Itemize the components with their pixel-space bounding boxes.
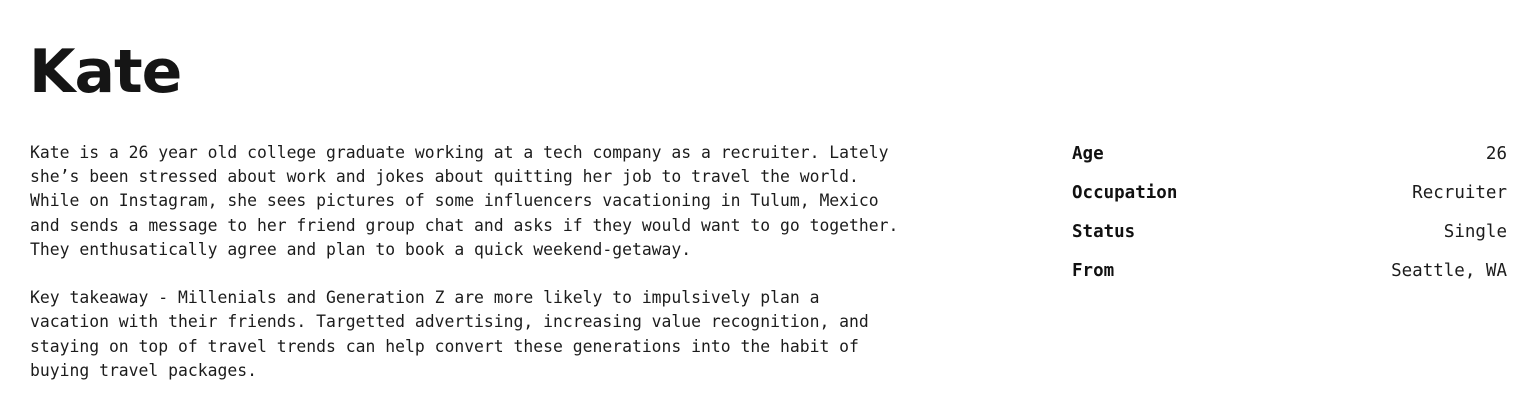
fact-row-occupation: Occupation Recruiter	[1072, 180, 1507, 219]
persona-name: Kate	[29, 37, 182, 107]
from-label: From	[1072, 261, 1115, 281]
persona-description: Kate is a 26 year old college graduate w…	[30, 141, 970, 407]
fact-row-status: Status Single	[1072, 219, 1507, 258]
occupation-value: Recruiter	[1412, 183, 1507, 203]
persona-facts: Age 26 Occupation Recruiter Status Singl…	[1072, 141, 1507, 297]
from-value: Seattle, WA	[1391, 261, 1507, 281]
fact-row-from: From Seattle, WA	[1072, 258, 1507, 297]
age-value: 26	[1485, 144, 1507, 164]
status-value: Single	[1443, 222, 1507, 242]
occupation-label: Occupation	[1072, 183, 1178, 203]
fact-row-age: Age 26	[1072, 141, 1507, 180]
status-label: Status	[1072, 222, 1136, 242]
persona-story-paragraph: Kate is a 26 year old college graduate w…	[30, 143, 899, 259]
key-takeaway-paragraph: Key takeaway - Millenials and Generation…	[30, 288, 869, 380]
age-label: Age	[1072, 144, 1104, 164]
